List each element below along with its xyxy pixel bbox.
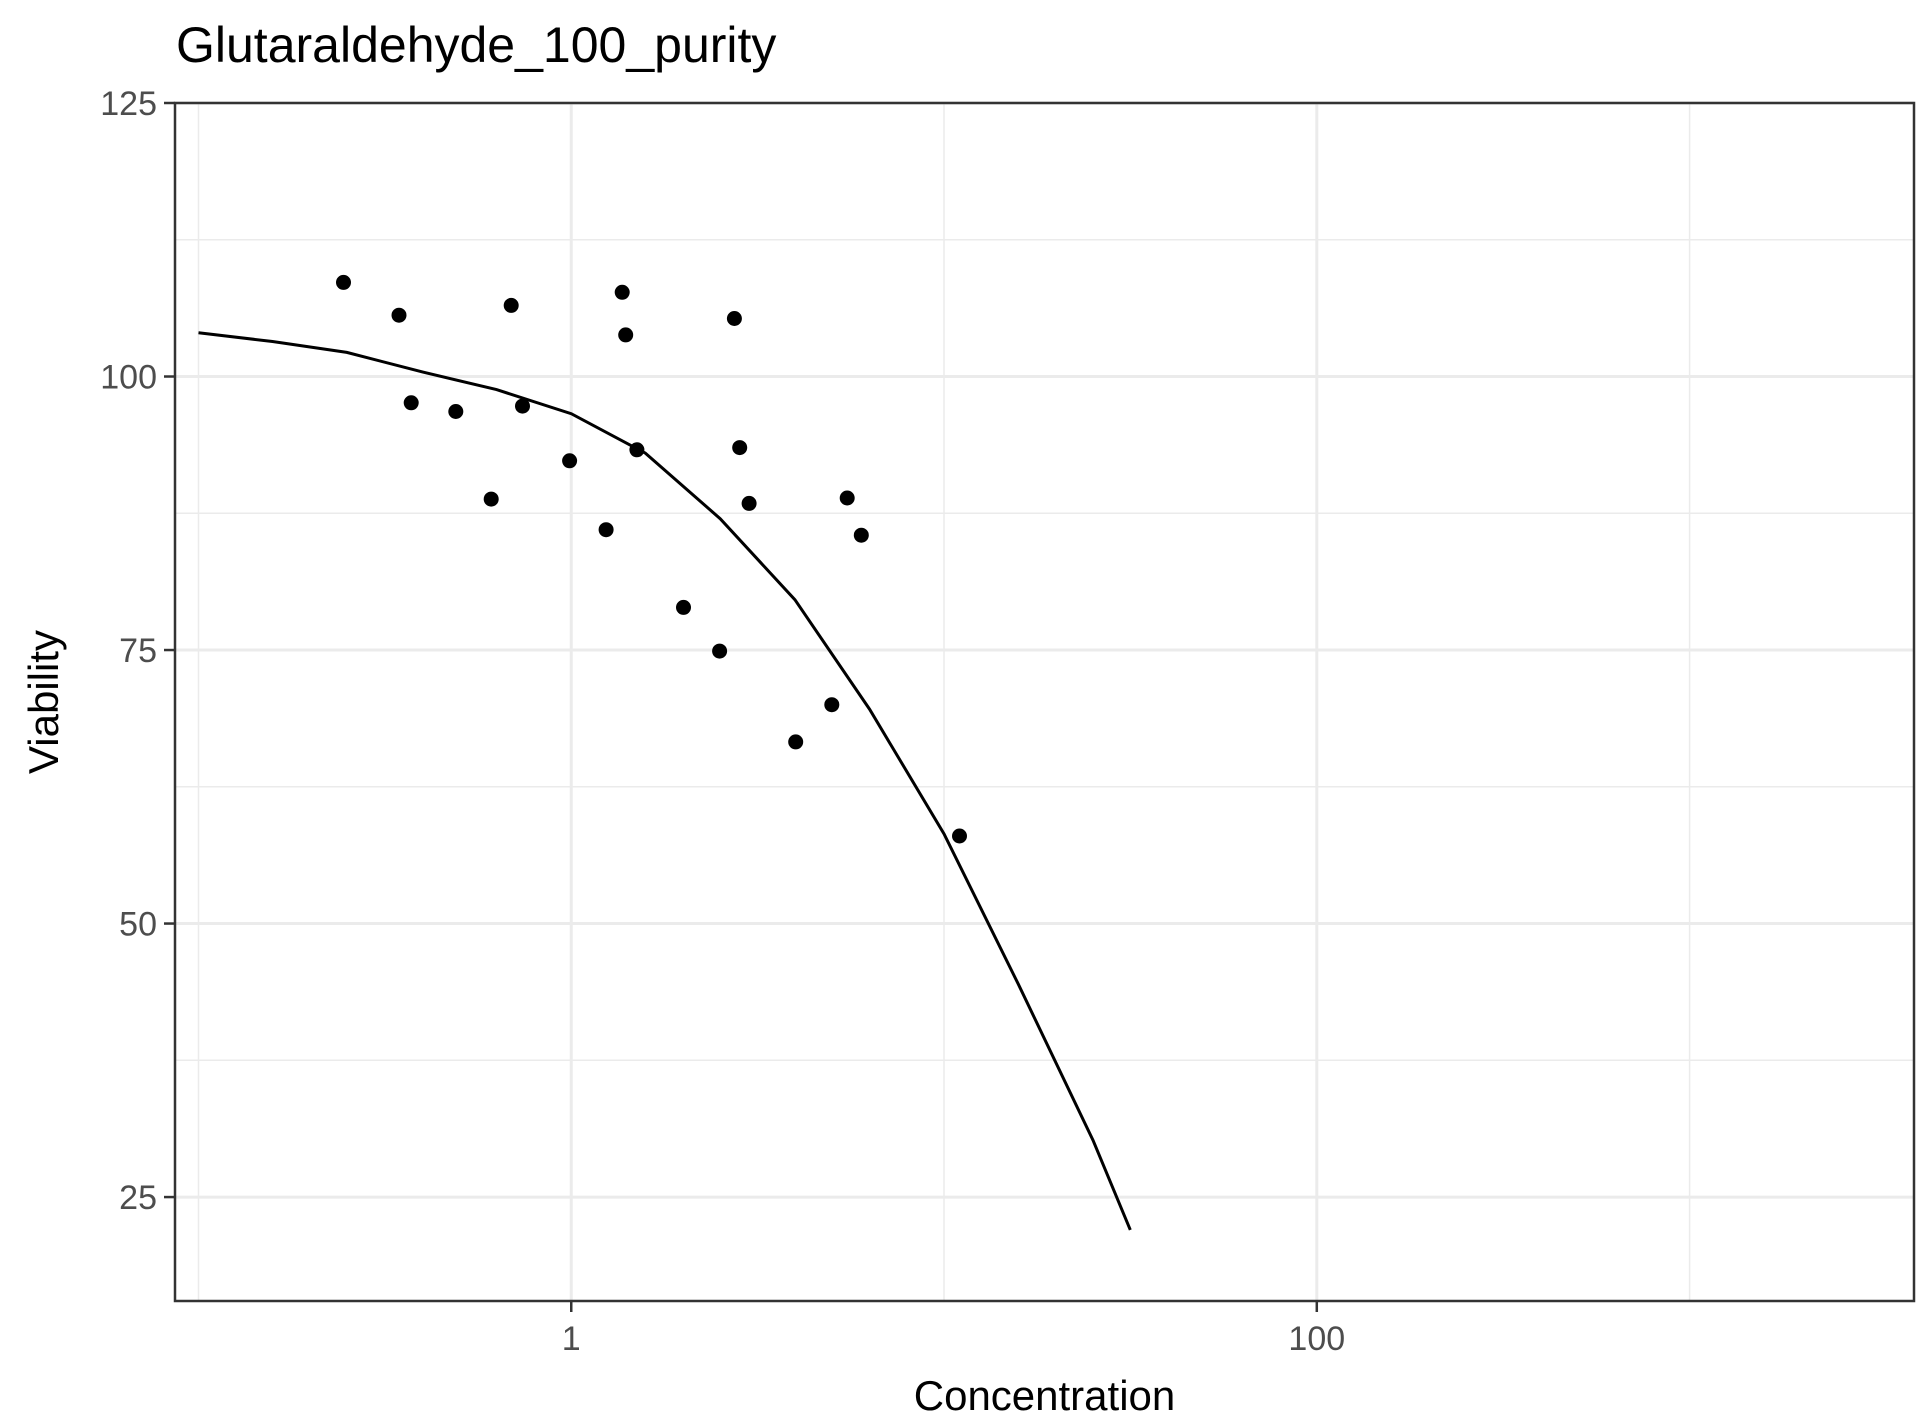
- data-point-16: [741, 495, 757, 511]
- data-point-20: [853, 527, 869, 543]
- data-point-21: [952, 828, 967, 844]
- data-point-17: [788, 734, 804, 750]
- data-point-1: [391, 307, 407, 323]
- axis-ticks: 1 100 25 50 75 100 125: [100, 85, 1345, 1358]
- major-grid: [175, 101, 1914, 1301]
- minor-grid: [175, 103, 1914, 1301]
- data-point-10: [618, 327, 634, 343]
- y-tick-label-1: 50: [119, 906, 157, 944]
- data-point-3: [448, 404, 464, 419]
- data-points: [336, 274, 967, 844]
- x-tick-label-0: 1: [562, 1320, 581, 1358]
- data-point-14: [726, 311, 742, 326]
- data-point-4: [483, 491, 499, 507]
- data-point-15: [732, 440, 748, 456]
- data-point-2: [403, 395, 419, 411]
- y-tick-label-2: 75: [119, 632, 157, 670]
- data-point-9: [614, 284, 630, 300]
- data-point-11: [629, 442, 645, 458]
- y-tick-label-3: 100: [100, 359, 157, 397]
- data-point-5: [503, 297, 519, 313]
- data-point-7: [562, 453, 578, 469]
- data-point-12: [676, 599, 691, 615]
- data-point-8: [598, 522, 614, 538]
- plot-panel-border: [173, 101, 1916, 1303]
- x-tick-label-1: 100: [1288, 1320, 1345, 1358]
- data-point-13: [712, 643, 728, 659]
- y-tick-label-4: 125: [100, 85, 157, 123]
- data-point-6: [515, 398, 530, 414]
- data-point-18: [824, 697, 840, 713]
- chart-title: Glutaraldehyde_100_purity: [176, 17, 776, 73]
- fit-curve: [198, 331, 1132, 1231]
- x-axis-title: Concentration: [914, 1372, 1176, 1419]
- y-tick-label-0: 25: [119, 1179, 157, 1217]
- data-point-0: [336, 274, 351, 290]
- data-point-19: [839, 490, 855, 506]
- y-axis-title: Viability: [20, 630, 67, 774]
